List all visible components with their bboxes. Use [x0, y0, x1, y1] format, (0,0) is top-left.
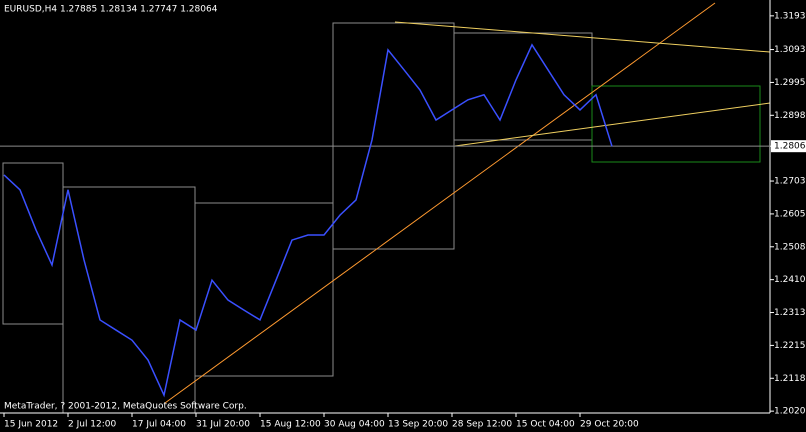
x-tick-label: 28 Sep 12:00	[452, 420, 512, 430]
y-tick-label: 1.22155	[774, 341, 806, 351]
copyright: MetaTrader, ? 2001-2012, MetaQuotes Soft…	[4, 402, 247, 412]
x-tick-label: 17 Jul 04:00	[132, 420, 186, 430]
y-tick-label: 1.25080	[774, 242, 806, 252]
price-label-box	[771, 140, 806, 153]
y-tick-label: 1.31930	[774, 11, 806, 21]
x-tick-label: 30 Aug 04:00	[324, 420, 385, 430]
y-tick-label: 1.20205	[774, 407, 806, 417]
y-tick-label: 1.21180	[774, 374, 806, 384]
y-tick-label: 1.24105	[774, 275, 806, 285]
box	[453, 32, 593, 141]
x-tick-label: 2 Jul 12:00	[68, 420, 117, 430]
x-tick-label: 29 Oct 20:00	[580, 420, 639, 430]
chart-title: EURUSD,H4 1.27885 1.28134 1.27747 1.2806…	[4, 5, 218, 15]
trend-line	[394, 21, 771, 53]
x-tick-label: 15 Jun 2012	[4, 420, 58, 430]
y-tick-label: 1.30930	[774, 45, 806, 55]
box	[2, 162, 64, 325]
y-tick-label: 1.23130	[774, 308, 806, 318]
x-tick-label: 13 Sep 20:00	[388, 420, 448, 430]
x-tick-label: 31 Jul 20:00	[196, 420, 250, 430]
y-tick-label: 1.27030	[774, 177, 806, 187]
box	[194, 202, 334, 377]
y-tick-label: 1.28980	[774, 111, 806, 121]
x-tick-label: 15 Aug 12:00	[260, 420, 321, 430]
drawings	[2, 2, 771, 414]
y-tick-label: 1.26055	[774, 209, 806, 219]
trend-line	[454, 102, 771, 147]
box	[591, 85, 761, 163]
y-tick-label: 1.28064	[774, 142, 806, 152]
x-tick-label: 15 Oct 04:00	[516, 420, 575, 430]
y-tick-label: 1.29955	[774, 78, 806, 88]
box	[62, 186, 196, 414]
price-line-series	[3, 43, 613, 398]
trend-line	[164, 2, 716, 404]
